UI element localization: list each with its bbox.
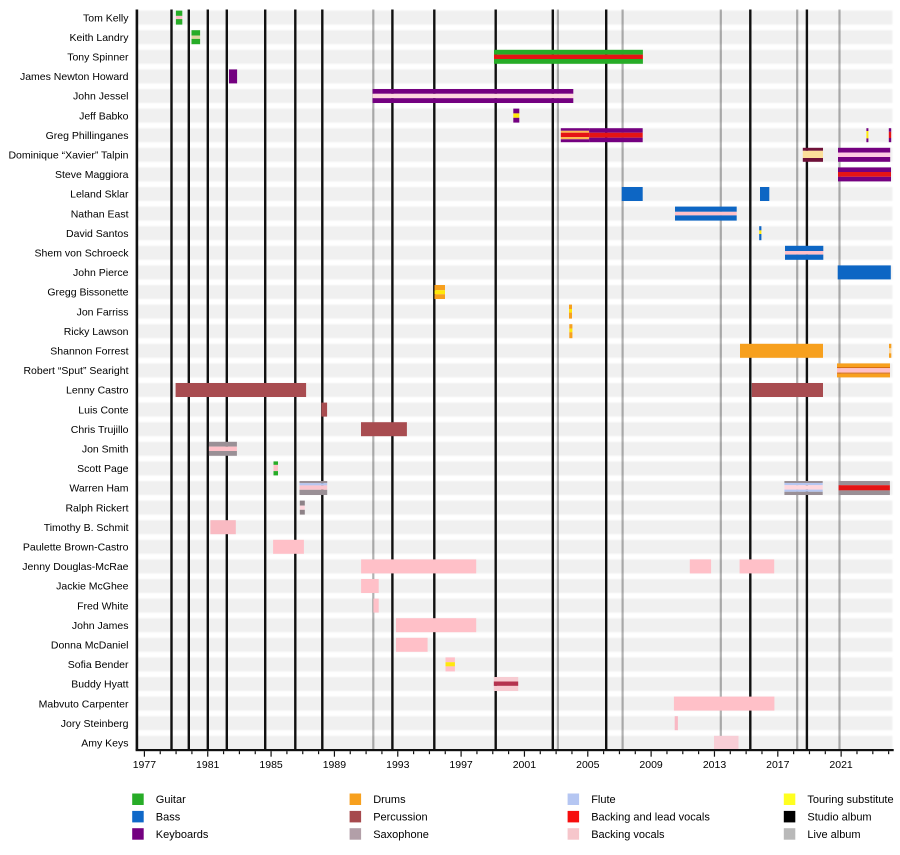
svg-text:Nathan East: Nathan East [71,208,129,220]
svg-text:Amy Keys: Amy Keys [81,738,128,750]
svg-text:Tom Kelly: Tom Kelly [83,12,129,24]
svg-text:Mabvuto Carpenter: Mabvuto Carpenter [39,698,129,710]
svg-text:Leland Sklar: Leland Sklar [70,189,129,201]
svg-text:Studio album: Studio album [807,812,871,824]
svg-text:Backing and lead vocals: Backing and lead vocals [591,812,710,824]
svg-text:Donna McDaniel: Donna McDaniel [51,640,129,652]
svg-text:Touring substitute: Touring substitute [807,794,893,806]
svg-text:Keith Landry: Keith Landry [70,32,130,44]
svg-text:David Santos: David Santos [66,228,128,240]
svg-text:Percussion: Percussion [373,812,427,824]
svg-text:James Newton Howard: James Newton Howard [20,71,129,83]
svg-text:Ricky Lawson: Ricky Lawson [64,326,129,338]
svg-text:Fred White: Fred White [77,600,129,612]
svg-text:Shem von Schroeck: Shem von Schroeck [35,248,130,260]
svg-text:Bass: Bass [156,812,181,824]
svg-text:Luis Conte: Luis Conte [78,404,128,416]
svg-text:Scott Page: Scott Page [77,463,129,475]
svg-text:Jory Steinberg: Jory Steinberg [61,718,129,730]
svg-text:Chris Trujillo: Chris Trujillo [71,424,129,436]
svg-text:Jeff Babko: Jeff Babko [79,110,129,122]
svg-text:Warren Ham: Warren Ham [69,483,128,495]
svg-text:2017: 2017 [766,759,790,771]
svg-text:1985: 1985 [259,759,283,771]
svg-text:Steve Maggiora: Steve Maggiora [55,169,129,181]
svg-text:John Pierce: John Pierce [73,267,129,279]
svg-text:Drums: Drums [373,794,406,806]
svg-text:1997: 1997 [449,759,473,771]
svg-text:John James: John James [72,620,129,632]
svg-text:Backing vocals: Backing vocals [591,829,665,841]
svg-text:Dominique “Xavier” Talpin: Dominique “Xavier” Talpin [8,150,128,162]
svg-text:Saxophone: Saxophone [373,829,429,841]
svg-text:Sofia Bender: Sofia Bender [68,659,129,671]
svg-text:Timothy B. Schmit: Timothy B. Schmit [44,522,129,534]
svg-text:Guitar: Guitar [156,794,186,806]
svg-text:1993: 1993 [386,759,410,771]
svg-text:Live album: Live album [807,829,860,841]
svg-text:Keyboards: Keyboards [156,829,209,841]
svg-text:2021: 2021 [829,759,853,771]
svg-text:Gregg Bissonette: Gregg Bissonette [47,287,128,299]
svg-text:Greg Phillinganes: Greg Phillinganes [46,130,129,142]
svg-text:Lenny Castro: Lenny Castro [66,385,129,397]
svg-text:2005: 2005 [576,759,600,771]
svg-text:1989: 1989 [323,759,347,771]
svg-text:1977: 1977 [133,759,157,771]
svg-text:1981: 1981 [196,759,220,771]
svg-text:Tony Spinner: Tony Spinner [67,52,129,64]
svg-text:Buddy Hyatt: Buddy Hyatt [71,679,128,691]
svg-text:Robert “Sput” Searight: Robert “Sput” Searight [23,365,128,377]
svg-text:Jon Smith: Jon Smith [82,444,129,456]
svg-text:Shannon Forrest: Shannon Forrest [50,346,128,358]
svg-text:Paulette Brown-Castro: Paulette Brown-Castro [23,542,129,554]
svg-text:Jackie McGhee: Jackie McGhee [56,581,129,593]
svg-text:John Jessel: John Jessel [73,91,128,103]
svg-text:Jon Farriss: Jon Farriss [77,306,129,318]
svg-text:2009: 2009 [639,759,663,771]
svg-text:Flute: Flute [591,794,615,806]
svg-text:2013: 2013 [703,759,727,771]
svg-text:Jenny Douglas-McRae: Jenny Douglas-McRae [22,561,128,573]
svg-text:2001: 2001 [513,759,537,771]
svg-text:Ralph Rickert: Ralph Rickert [65,502,128,514]
